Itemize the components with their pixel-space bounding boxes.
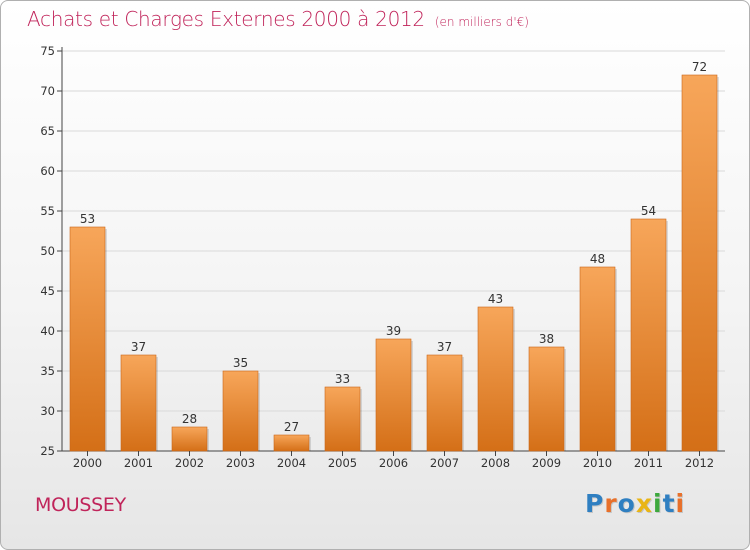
data-label: 38 [539, 332, 554, 346]
y-tick-label: 45 [40, 284, 55, 298]
bar [426, 354, 463, 452]
x-tick-label: 2006 [379, 456, 408, 470]
y-tick-label: 75 [40, 44, 55, 58]
x-tick-label: 2004 [277, 456, 306, 470]
y-tick-label: 60 [40, 164, 55, 178]
bar [273, 434, 310, 452]
y-tick-label: 55 [40, 204, 55, 218]
logo-letter: i [675, 489, 686, 518]
data-label: 28 [182, 412, 197, 426]
y-tick-label: 65 [40, 124, 55, 138]
data-label: 39 [386, 324, 401, 338]
bar [222, 370, 259, 452]
data-label: 27 [284, 420, 299, 434]
y-tick-label: 50 [40, 244, 55, 258]
data-label: 72 [692, 60, 707, 74]
data-label: 35 [233, 356, 248, 370]
x-tick-label: 2010 [583, 456, 612, 470]
y-tick-label: 70 [40, 84, 55, 98]
data-label: 54 [641, 204, 656, 218]
logo-letter: t [662, 489, 676, 518]
x-tick-label: 2009 [532, 456, 561, 470]
logo-letter: o [617, 489, 636, 518]
x-tick-label: 2007 [430, 456, 459, 470]
bar [477, 306, 514, 452]
data-label: 48 [590, 252, 605, 266]
bar [324, 386, 361, 452]
chart-title-text: Achats et Charges Externes 2000 à 2012 [27, 7, 425, 31]
x-tick-label: 2012 [685, 456, 714, 470]
x-tick-label: 2003 [226, 456, 255, 470]
data-label: 43 [488, 292, 503, 306]
bar [375, 338, 412, 452]
bar [120, 354, 157, 452]
town-name: MOUSSEY [35, 494, 126, 516]
x-tick-label: 2000 [73, 456, 102, 470]
data-label: 37 [131, 340, 146, 354]
y-tick-label: 35 [40, 364, 55, 378]
y-tick-label: 30 [40, 404, 55, 418]
bar [579, 266, 616, 452]
x-tick-label: 2005 [328, 456, 357, 470]
chart-title: Achats et Charges Externes 2000 à 2012 (e… [27, 7, 529, 31]
logo-letter: i [653, 489, 663, 518]
data-label: 53 [80, 212, 95, 226]
logo-letter: P [585, 489, 605, 518]
proxiti-logo: Proxiti [585, 489, 685, 518]
bar [681, 74, 718, 452]
bar [630, 218, 667, 452]
bar [171, 426, 208, 452]
x-tick-label: 2008 [481, 456, 510, 470]
x-tick-label: 2001 [124, 456, 153, 470]
logo-letter: r [604, 489, 618, 518]
chart-unit: (en milliers d'€) [434, 15, 529, 29]
x-tick-label: 2002 [175, 456, 204, 470]
bar [69, 226, 106, 452]
data-label: 33 [335, 372, 350, 386]
y-tick-label: 40 [40, 324, 55, 338]
logo-letter: x [635, 489, 653, 518]
data-label: 37 [437, 340, 452, 354]
x-tick-label: 2011 [634, 456, 663, 470]
bar [528, 346, 565, 452]
y-tick-label: 25 [40, 444, 55, 458]
